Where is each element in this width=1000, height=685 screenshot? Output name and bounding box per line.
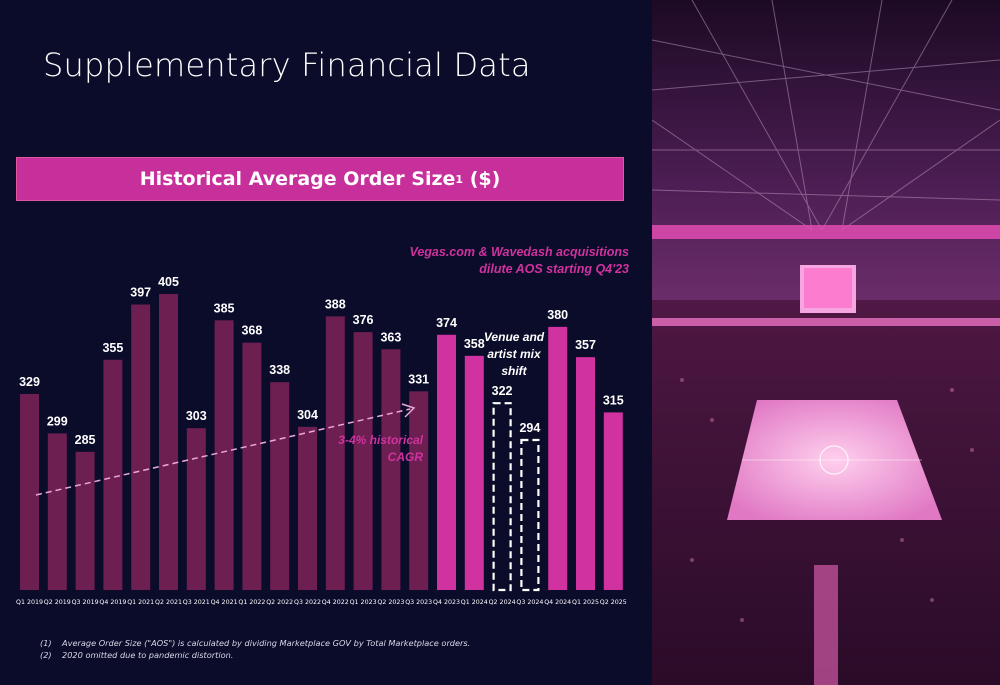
data-label: 303 xyxy=(186,409,207,423)
bar xyxy=(214,320,234,590)
tick-label: Q3 2019 xyxy=(72,599,99,606)
bar xyxy=(437,334,456,590)
bar xyxy=(464,355,484,590)
data-label: 358 xyxy=(464,337,485,351)
bar xyxy=(298,426,317,590)
footnote-1: (1) Average Order Size ("AOS") is calcula… xyxy=(40,638,470,648)
data-label: 299 xyxy=(47,414,68,428)
arena-illustration xyxy=(652,0,1000,685)
data-label: 385 xyxy=(214,301,235,315)
acquisitions-annotation: dilute AOS starting Q4'23 xyxy=(479,262,629,276)
bar xyxy=(159,294,178,590)
tick-label: Q3 2022 xyxy=(294,599,321,606)
bar xyxy=(242,342,262,590)
footnote-1-number: (1) xyxy=(40,638,52,648)
bar xyxy=(103,359,123,590)
bar xyxy=(492,402,512,592)
tick-label: Q1 2022 xyxy=(238,599,265,606)
data-label: 315 xyxy=(603,393,624,407)
data-label: 322 xyxy=(492,384,513,398)
chart-title-banner: Historical Average Order Size 1 ($) xyxy=(16,157,624,201)
tick-label: Q3 2023 xyxy=(405,599,432,606)
data-label: 374 xyxy=(436,316,457,330)
venue-annotation: Venue and xyxy=(484,330,545,344)
tick-label: Q4 2024 xyxy=(544,599,571,606)
bar xyxy=(381,349,401,590)
tick-label: Q1 2021 xyxy=(127,599,154,606)
bar xyxy=(353,332,373,590)
tick-label: Q1 2025 xyxy=(572,599,599,606)
bar xyxy=(603,412,623,590)
data-label: 363 xyxy=(380,330,401,344)
bar xyxy=(270,382,290,590)
tick-label: Q2 2025 xyxy=(600,599,627,606)
tick-label: Q1 2019 xyxy=(16,599,43,606)
footnote-2-number: (2) xyxy=(40,650,52,660)
footnote-2-text: 2020 omitted due to pandemic distortion. xyxy=(62,650,234,660)
data-label: 380 xyxy=(547,308,568,322)
bar xyxy=(75,451,95,590)
bar-chart: 329 Q1 2019 299 Q2 2019 285 Q3 2019 355 Q4 2019… xyxy=(16,245,629,606)
bar xyxy=(520,438,540,592)
arena-photo xyxy=(652,0,1000,685)
bar xyxy=(131,304,151,590)
data-label: 285 xyxy=(75,433,96,447)
cagr-annotation: 3-4% historical xyxy=(338,433,423,447)
cagr-annotation: CAGR xyxy=(388,450,424,464)
data-label: 304 xyxy=(297,408,318,422)
cagr-trend-line xyxy=(35,408,411,496)
data-label: 331 xyxy=(408,372,429,386)
tick-label: Q4 2021 xyxy=(211,599,238,606)
tick-label: Q4 2023 xyxy=(433,599,460,606)
tick-label: Q1 2024 xyxy=(461,599,488,606)
data-label: 376 xyxy=(353,313,374,327)
bar xyxy=(186,428,206,590)
data-label: 329 xyxy=(19,375,40,389)
data-label: 357 xyxy=(575,338,596,352)
tick-label: Q2 2023 xyxy=(377,599,404,606)
data-label: 397 xyxy=(130,286,151,300)
footnote-marker: 1 xyxy=(455,172,464,186)
tick-label: Q2 2019 xyxy=(44,599,71,606)
tick-label: Q2 2024 xyxy=(489,599,516,606)
data-label: 388 xyxy=(325,297,346,311)
tick-label: Q3 2021 xyxy=(183,599,210,606)
data-label: 368 xyxy=(241,324,262,338)
bar xyxy=(576,357,595,590)
bar xyxy=(548,326,568,590)
bar xyxy=(409,391,429,590)
tick-label: Q1 2023 xyxy=(350,599,377,606)
cagr-arrowhead xyxy=(401,403,416,418)
data-label: 338 xyxy=(269,363,290,377)
banner-title: Historical Average Order Size xyxy=(139,168,456,190)
tick-label: Q4 2019 xyxy=(99,599,126,606)
tick-label: Q2 2022 xyxy=(266,599,293,606)
data-label: 294 xyxy=(519,421,540,435)
bar xyxy=(325,316,345,590)
content-panel: Supplementary Financial Data Historical … xyxy=(16,46,630,660)
banner-unit: ($) xyxy=(469,168,501,190)
data-label: 355 xyxy=(102,341,123,355)
bar xyxy=(47,433,67,590)
page-title: Supplementary Financial Data xyxy=(43,46,531,84)
acquisitions-annotation: Vegas.com & Wavedash acquisitions xyxy=(409,245,629,259)
footnote-1-text: Average Order Size ("AOS") is calculated… xyxy=(62,638,471,648)
venue-annotation: artist mix xyxy=(487,347,542,361)
tick-label: Q3 2024 xyxy=(516,599,543,606)
bar xyxy=(20,393,39,590)
venue-annotation: shift xyxy=(501,364,527,378)
footnote-2: (2) 2020 omitted due to pandemic distorti… xyxy=(40,650,233,660)
data-label: 405 xyxy=(158,275,179,289)
tick-label: Q4 2022 xyxy=(322,599,349,606)
tick-label: Q2 2021 xyxy=(155,599,182,606)
